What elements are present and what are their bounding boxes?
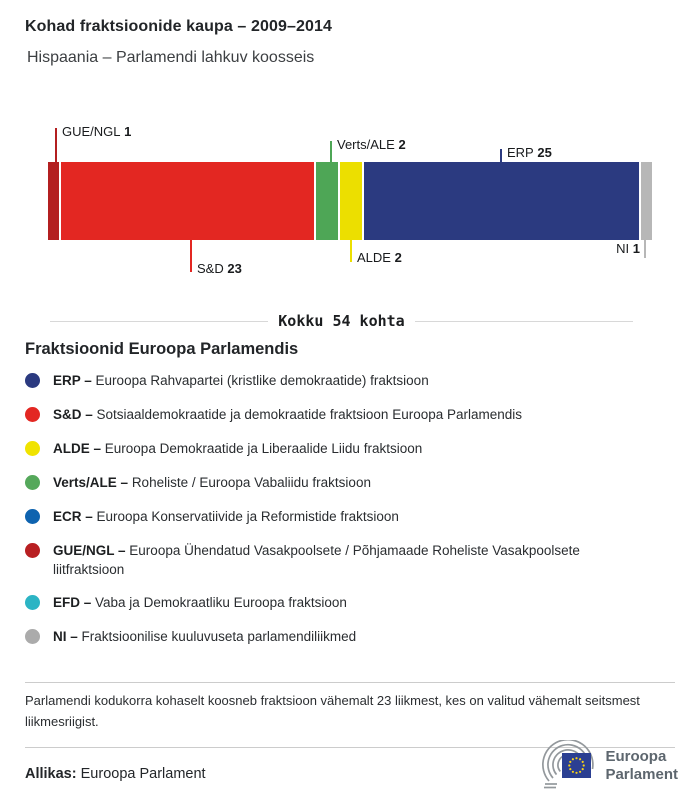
bar-segment-gue-ngl (48, 162, 59, 240)
callout-line-sd (190, 240, 192, 272)
legend-desc: Euroopa Ühendatud Vasakpoolsete / Põhjam… (53, 543, 580, 577)
legend-item-sd: S&D – Sotsiaaldemokraatide ja demokraati… (25, 405, 665, 424)
erp-color-dot-icon (25, 373, 40, 388)
segment-value: 1 (632, 241, 640, 256)
legend-item-text: GUE/NGL – Euroopa Ühendatud Vasakpoolset… (53, 541, 653, 579)
callout-line-ni (644, 240, 646, 258)
logo-line2: Parlament (605, 766, 678, 783)
legend-item-erp: ERP – Euroopa Rahvapartei (kristlike dem… (25, 371, 665, 390)
legend-item-efd: EFD – Vaba ja Demokraatliku Euroopa frak… (25, 593, 665, 612)
legend-abbr: ALDE – (53, 441, 102, 456)
callout-label-erp: ERP 25 (507, 145, 552, 161)
footnote-text: Parlamendi kodukorra kohaselt koosneb fr… (25, 693, 640, 729)
ecr-color-dot-icon (25, 509, 40, 524)
callout-label-sd: S&D 23 (197, 261, 242, 277)
legend-desc: Sotsiaaldemokraatide ja demokraatide fra… (96, 407, 523, 422)
segment-value: 23 (227, 261, 242, 276)
legend-abbr: ERP – (53, 373, 92, 388)
europarl-logo: Euroopa Parlament (535, 740, 678, 792)
segment-name: NI (616, 241, 630, 256)
legend-desc: Roheliste / Euroopa Vabaliidu fraktsioon (131, 475, 371, 490)
callout-label-gue-ngl: GUE/NGL 1 (62, 124, 131, 140)
legend-item-text: Verts/ALE – Roheliste / Euroopa Vabaliid… (53, 473, 371, 492)
legend-abbr: EFD – (53, 595, 92, 610)
verts-ale-color-dot-icon (25, 475, 40, 490)
legend-item-ecr: ECR – Euroopa Konservatiivide ja Reformi… (25, 507, 665, 526)
eu-flag-icon (562, 753, 592, 778)
segment-value: 25 (537, 145, 552, 160)
bar-segment-erp (364, 162, 639, 240)
callout-label-alde: ALDE 2 (357, 250, 402, 266)
legend-desc: Vaba ja Demokraatliku Euroopa fraktsioon (95, 595, 347, 610)
legend-abbr: ECR – (53, 509, 93, 524)
legend-item-text: ALDE – Euroopa Demokraatide ja Liberaali… (53, 439, 422, 458)
legend-abbr: NI – (53, 629, 78, 644)
legend-desc: Euroopa Rahvapartei (kristlike demokraat… (95, 373, 429, 388)
legend-item-alde: ALDE – Euroopa Demokraatide ja Liberaali… (25, 439, 665, 458)
logo-line1: Euroopa (605, 748, 667, 765)
legend-item-text: ECR – Euroopa Konservatiivide ja Reformi… (53, 507, 399, 526)
callout-line-gue-ngl (55, 128, 57, 162)
callout-label-ni: NI 1 (616, 241, 640, 257)
efd-color-dot-icon (25, 595, 40, 610)
legend-item-gue-ngl: GUE/NGL – Euroopa Ühendatud Vasakpoolset… (25, 541, 665, 579)
callout-line-alde (350, 240, 352, 262)
europarl-hemicycle-icon (542, 740, 595, 789)
bar-segment-ni (641, 162, 652, 240)
legend-list: ERP – Euroopa Rahvapartei (kristlike dem… (25, 371, 665, 661)
source-label: Allikas: (25, 766, 77, 782)
total-seats-label: Kokku 54 kohta (278, 312, 405, 330)
callout-line-erp (500, 149, 502, 162)
europarl-logo-text: Euroopa Parlament (605, 748, 678, 784)
footer-divider-bottom (25, 747, 675, 748)
divider-line-left (50, 320, 269, 322)
gue-ngl-color-dot-icon (25, 543, 40, 558)
legend-item-text: NI – Fraktsioonilise kuuluvuseta parlame… (53, 627, 356, 646)
stacked-bar (48, 162, 652, 240)
divider-line-right (414, 320, 633, 322)
footer-divider-top (25, 682, 675, 683)
legend-heading: Fraktsioonid Euroopa Parlamendis (25, 340, 299, 358)
legend-item-ni: NI – Fraktsioonilise kuuluvuseta parlame… (25, 627, 665, 646)
legend-abbr: Verts/ALE – (53, 475, 129, 490)
legend-abbr: GUE/NGL – (53, 543, 126, 558)
legend-desc: Fraktsioonilise kuuluvuseta parlamendili… (81, 629, 357, 644)
source-line: Allikas: Euroopa Parlament (25, 766, 206, 782)
legend-desc: Euroopa Demokraatide ja Liberaalide Liid… (104, 441, 423, 456)
ni-color-dot-icon (25, 629, 40, 644)
callout-line-verts-ale (330, 141, 332, 162)
page-subtitle: Hispaania – Parlamendi lahkuv koosseis (27, 49, 315, 66)
legend-item-verts-ale: Verts/ALE – Roheliste / Euroopa Vabaliid… (25, 473, 665, 492)
segment-name: Verts/ALE (337, 137, 395, 152)
segment-value: 1 (124, 124, 132, 139)
bar-segment-sd (61, 162, 314, 240)
segment-value: 2 (398, 137, 406, 152)
bar-segment-verts-ale (316, 162, 338, 240)
legend-desc: Euroopa Konservatiivide ja Reformistide … (96, 509, 399, 524)
seats-stacked-bar-chart: GUE/NGL 1 Verts/ALE 2 ERP 25 S&D 23 ALDE… (0, 120, 700, 300)
segment-value: 2 (394, 250, 402, 265)
legend-item-text: ERP – Euroopa Rahvapartei (kristlike dem… (53, 371, 429, 390)
callout-label-verts-ale: Verts/ALE 2 (337, 137, 406, 153)
sd-color-dot-icon (25, 407, 40, 422)
segment-name: ERP (507, 145, 534, 160)
segment-name: ALDE (357, 250, 391, 265)
page-title: Kohad fraktsioonide kaupa – 2009–2014 (25, 18, 332, 35)
segment-name: S&D (197, 261, 224, 276)
total-seats-divider: Kokku 54 kohta (50, 312, 633, 330)
legend-item-text: EFD – Vaba ja Demokraatliku Euroopa frak… (53, 593, 347, 612)
legend-item-text: S&D – Sotsiaaldemokraatide ja demokraati… (53, 405, 522, 424)
source-value: Euroopa Parlament (80, 766, 206, 782)
alde-color-dot-icon (25, 441, 40, 456)
segment-name: GUE/NGL (62, 124, 121, 139)
legend-abbr: S&D – (53, 407, 93, 422)
bar-segment-alde (340, 162, 362, 240)
